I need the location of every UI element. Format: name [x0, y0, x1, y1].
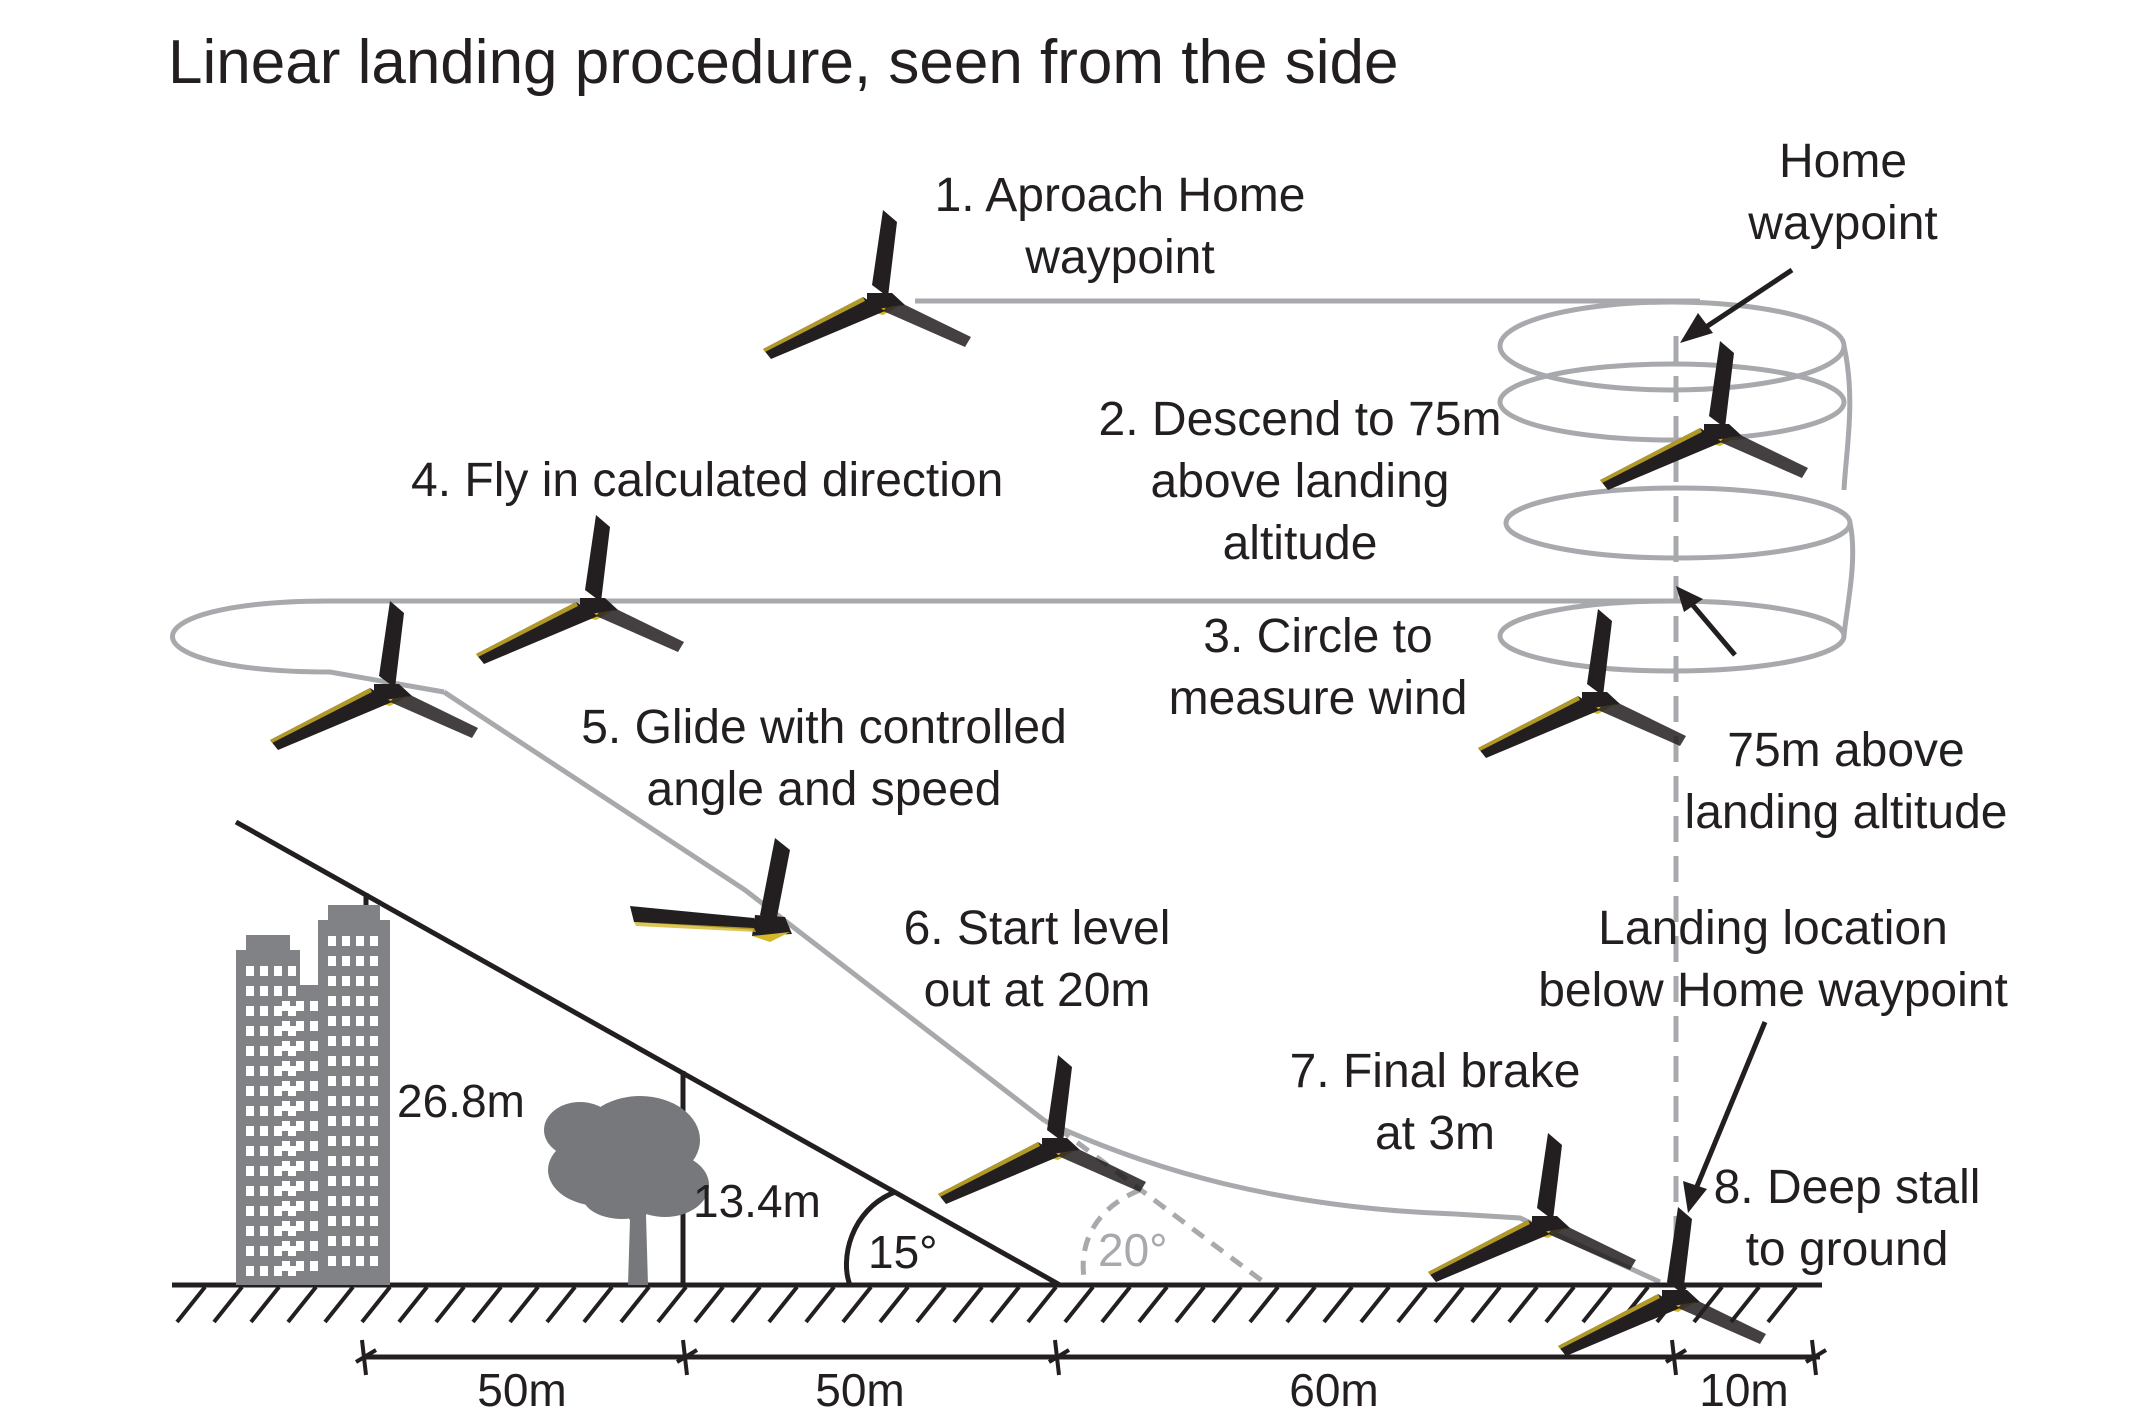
step-5-label: 5. Glide with controlled angle and speed	[581, 701, 1067, 816]
spiral-connector	[1841, 522, 1856, 637]
circle-loop	[1497, 361, 1847, 443]
callout-arrows	[1676, 267, 1794, 1213]
drone-step-4b	[270, 601, 478, 750]
angle-arc-15	[843, 1189, 896, 1286]
flare-path	[1043, 1118, 1662, 1285]
building-height-label: 26.8m	[397, 1075, 525, 1127]
circle-loop	[1497, 598, 1847, 674]
building-icon	[236, 905, 390, 1285]
step-1-label: 1. Aproach Home waypoint	[934, 169, 1306, 284]
step-2-label: 2. Descend to 75m above landing altitude	[1098, 393, 1502, 570]
alt-75-label: 75m above landing altitude	[1684, 724, 2008, 839]
distance-label: 60m	[1289, 1364, 1379, 1416]
drone-step-4	[476, 515, 684, 664]
flight-path	[170, 298, 1856, 1285]
home-waypoint-label: Home waypoint	[1748, 135, 1938, 250]
step-6-label: 6. Start level out at 20m	[903, 902, 1171, 1017]
tree-height-label: 13.4m	[693, 1175, 821, 1227]
landing-location-label: Landing location below Home waypoint	[1538, 902, 2008, 1017]
ground	[172, 1282, 1822, 1324]
distance-label: 50m	[477, 1364, 567, 1416]
wind-leg	[170, 598, 1680, 695]
step-8-label: 8. Deep stall to ground	[1713, 1161, 1981, 1276]
glide-path	[442, 689, 1047, 1123]
tree-icon	[544, 1096, 709, 1285]
drone-step-3	[1478, 609, 1686, 758]
step-3-label: 3. Circle to measure wind	[1168, 610, 1468, 725]
page-title: Linear landing procedure, seen from the …	[168, 28, 1399, 97]
glide-angle-label: 20°	[1098, 1224, 1168, 1276]
step-4-label: 4. Fly in calculated direction	[411, 454, 1004, 507]
step-7-label: 7. Final brake at 3m	[1289, 1045, 1581, 1160]
distance-label: 50m	[815, 1364, 905, 1416]
drone-step-6	[938, 1055, 1146, 1204]
spiral-connector	[1841, 345, 1853, 491]
drone-step-5	[630, 838, 792, 942]
glide-angle-guide	[1056, 1125, 1267, 1286]
obstacle-angle-label: 15°	[868, 1226, 938, 1278]
distance-ruler	[354, 1339, 1828, 1376]
distance-label: 10m	[1699, 1364, 1789, 1416]
